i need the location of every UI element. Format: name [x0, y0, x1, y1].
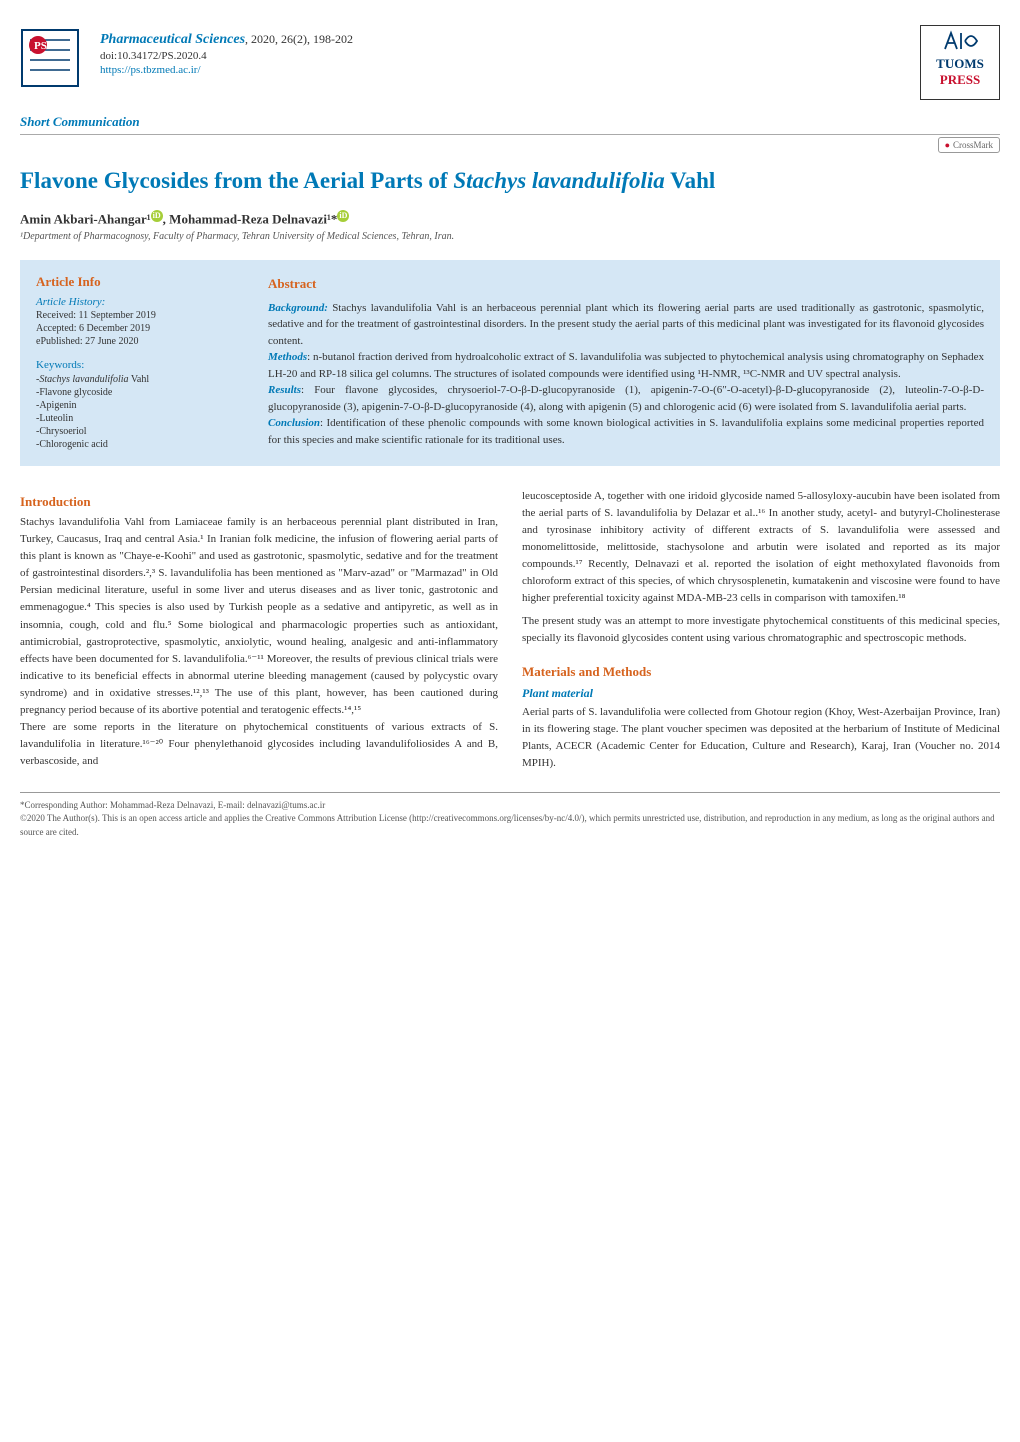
press-line1: TUOMS	[923, 56, 997, 72]
page-footer: *Corresponding Author: Mohammad-Reza Del…	[20, 792, 1000, 838]
history-accepted: Accepted: 6 December 2019	[36, 323, 246, 334]
results-text: : Four flavone glycosides, chrysoeriol-7…	[268, 384, 984, 413]
abstract-content: Abstract Background: Stachys lavandulifo…	[268, 274, 984, 452]
press-line2: PRESS	[923, 72, 997, 88]
col2-paragraph-2: The present study was an attempt to more…	[522, 613, 1000, 647]
abstract-heading: Abstract	[268, 274, 984, 294]
plant-material-text: Aerial parts of S. lavandulifolia were c…	[522, 704, 1000, 772]
journal-url[interactable]: https://ps.tbzmed.ac.ir/	[100, 64, 353, 76]
column-left: Introduction Stachys lavandulifolia Vahl…	[20, 488, 498, 772]
intro-paragraph-1: Stachys lavandulifolia Vahl from Lamiace…	[20, 514, 498, 719]
keyword: -Apigenin	[36, 400, 246, 411]
column-right: leucosceptoside A, together with one iri…	[522, 488, 1000, 772]
history-label: Article History:	[36, 296, 246, 308]
article-title: Flavone Glycosides from the Aerial Parts…	[20, 167, 1000, 196]
intro-paragraph-2: There are some reports in the literature…	[20, 719, 498, 770]
author-1: Amin Akbari-Ahangar¹	[20, 211, 151, 226]
keyword: -Stachys lavandulifolia Vahl	[36, 374, 246, 385]
conclusion-label: Conclusion	[268, 417, 320, 429]
orcid-icon[interactable]: iD	[151, 210, 163, 222]
article-type: Short Communication	[20, 114, 1000, 135]
orcid-icon[interactable]: iD	[337, 210, 349, 222]
col2-paragraph-1: leucosceptoside A, together with one iri…	[522, 488, 1000, 607]
author-list: Amin Akbari-Ahangar¹iD, Mohammad-Reza De…	[20, 210, 1000, 227]
keyword: -Chlorogenic acid	[36, 439, 246, 450]
author-2: , Mohammad-Reza Delnavazi¹*	[163, 211, 338, 226]
svg-text:PS: PS	[34, 40, 47, 52]
page-header: PS Pharmaceutical Sciences, 2020, 26(2),…	[20, 20, 1000, 135]
methods-text: : n-butanol fraction derived from hydroa…	[268, 351, 984, 380]
keyword: -Luteolin	[36, 413, 246, 424]
journal-title: Pharmaceutical Sciences	[100, 32, 245, 47]
doi-text: doi:10.34172/PS.2020.4	[100, 50, 353, 62]
keyword: -Chrysoeriol	[36, 426, 246, 437]
journal-meta: , 2020, 26(2), 198-202	[245, 32, 353, 46]
keywords-label: Keywords:	[36, 359, 246, 371]
article-info-sidebar: Article Info Article History: Received: …	[36, 274, 246, 452]
press-logo: TUOMS PRESS	[920, 25, 1000, 100]
license-text: ©2020 The Author(s). This is an open acc…	[20, 812, 1000, 838]
journal-info-block: Pharmaceutical Sciences, 2020, 26(2), 19…	[100, 32, 353, 76]
history-received: Received: 11 September 2019	[36, 310, 246, 321]
conclusion-text: : Identification of these phenolic compo…	[268, 417, 984, 446]
affiliation: ¹Department of Pharmacognosy, Faculty of…	[20, 231, 1000, 242]
body-columns: Introduction Stachys lavandulifolia Vahl…	[20, 488, 1000, 772]
background-text: Stachys lavandulifolia Vahl is an herbac…	[268, 302, 984, 347]
plant-material-heading: Plant material	[522, 684, 1000, 703]
history-epub: ePublished: 27 June 2020	[36, 336, 246, 347]
intro-heading: Introduction	[20, 492, 498, 512]
corresponding-author: *Corresponding Author: Mohammad-Reza Del…	[20, 799, 1000, 812]
materials-methods-heading: Materials and Methods	[522, 662, 1000, 682]
methods-label: Methods	[268, 351, 307, 363]
results-label: Results	[268, 384, 301, 396]
background-label: Background:	[268, 302, 328, 314]
abstract-panel: Article Info Article History: Received: …	[20, 260, 1000, 466]
article-info-heading: Article Info	[36, 274, 246, 290]
keyword: -Flavone glycoside	[36, 387, 246, 398]
crossmark-badge[interactable]: CrossMark	[938, 137, 1000, 153]
journal-logo-icon: PS	[20, 28, 80, 88]
